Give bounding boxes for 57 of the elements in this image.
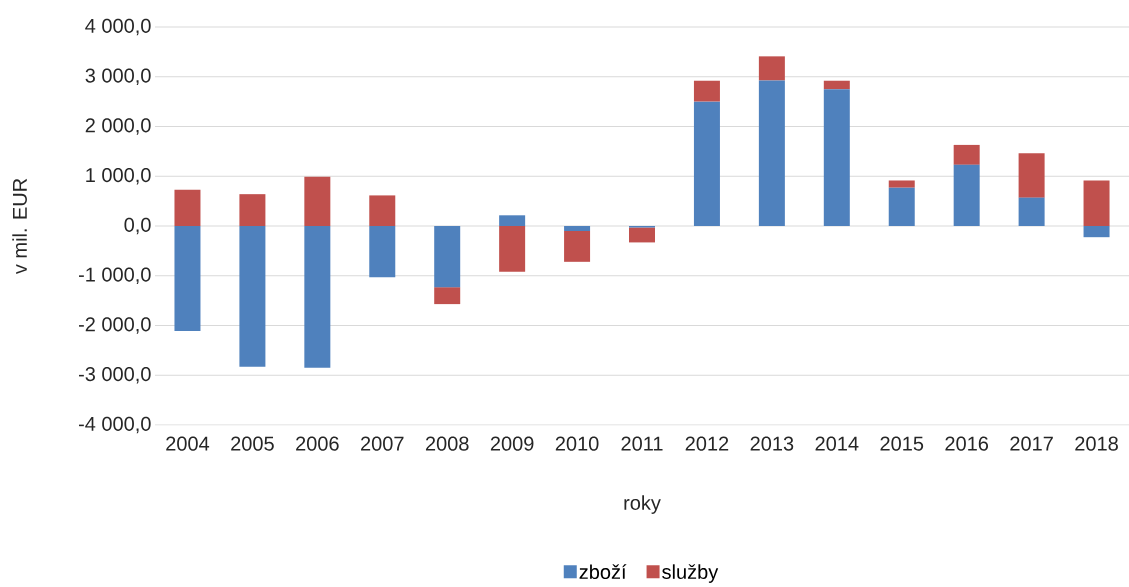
bar (174, 189, 201, 226)
bar (239, 194, 266, 226)
bar (693, 80, 720, 102)
bar (629, 227, 656, 243)
x-tick-label: 2017 (1010, 436, 1053, 451)
x-tick-label: 2018 (1075, 436, 1118, 451)
bar (758, 56, 785, 81)
bar (239, 226, 266, 367)
bar (304, 176, 331, 226)
bar (499, 226, 526, 272)
x-axis-title: roky (624, 495, 661, 514)
y-tick-label: 0,0 (124, 217, 151, 235)
y-axis-title: v mil. EUR (12, 178, 27, 275)
bar (369, 195, 396, 226)
bar (499, 215, 526, 226)
y-tick-label: -1 000,0 (78, 267, 151, 285)
bar (758, 80, 785, 226)
y-tick-label: -3 000,0 (78, 366, 151, 384)
x-tick-label: 2007 (361, 436, 404, 451)
bar (434, 226, 461, 288)
bar (434, 287, 461, 305)
bar (1018, 197, 1045, 226)
bar (564, 226, 591, 231)
x-tick-label: 2008 (425, 436, 469, 451)
bar (693, 101, 720, 226)
x-tick-label: 2006 (296, 436, 339, 451)
x-tick-label: 2015 (880, 436, 924, 451)
bar (888, 187, 915, 226)
x-tick-label: 2004 (166, 436, 210, 451)
x-tick-label: 2016 (945, 436, 989, 451)
x-tick-label: 2014 (815, 436, 859, 451)
x-tick-label: 2011 (621, 436, 663, 451)
y-tick-label: -2 000,0 (78, 317, 151, 334)
bar (564, 230, 591, 262)
x-tick-label: 2009 (490, 436, 534, 451)
y-tick-label: 4 000,0 (85, 18, 151, 36)
y-tick-label: 1 000,0 (86, 167, 151, 185)
bar (304, 226, 331, 368)
bar (823, 80, 850, 90)
bar (953, 144, 980, 165)
legend-label: zboží (579, 564, 627, 580)
bar (1083, 226, 1110, 238)
y-tick-label: 2 000,0 (85, 118, 151, 135)
bar (953, 164, 980, 226)
x-tick-label: 2013 (750, 436, 794, 451)
y-tick-label: 3 000,0 (85, 68, 151, 86)
x-tick-label: 2010 (555, 436, 599, 451)
bar (174, 226, 201, 331)
x-tick-label: 2012 (685, 436, 729, 451)
bar (823, 89, 850, 226)
bar (1083, 180, 1110, 226)
legend-label: služby (662, 564, 719, 583)
bar (369, 226, 396, 278)
bar (888, 180, 915, 188)
x-tick-label: 2005 (231, 436, 274, 451)
y-tick-label: -4 000,0 (78, 416, 151, 434)
bar (1018, 153, 1045, 198)
